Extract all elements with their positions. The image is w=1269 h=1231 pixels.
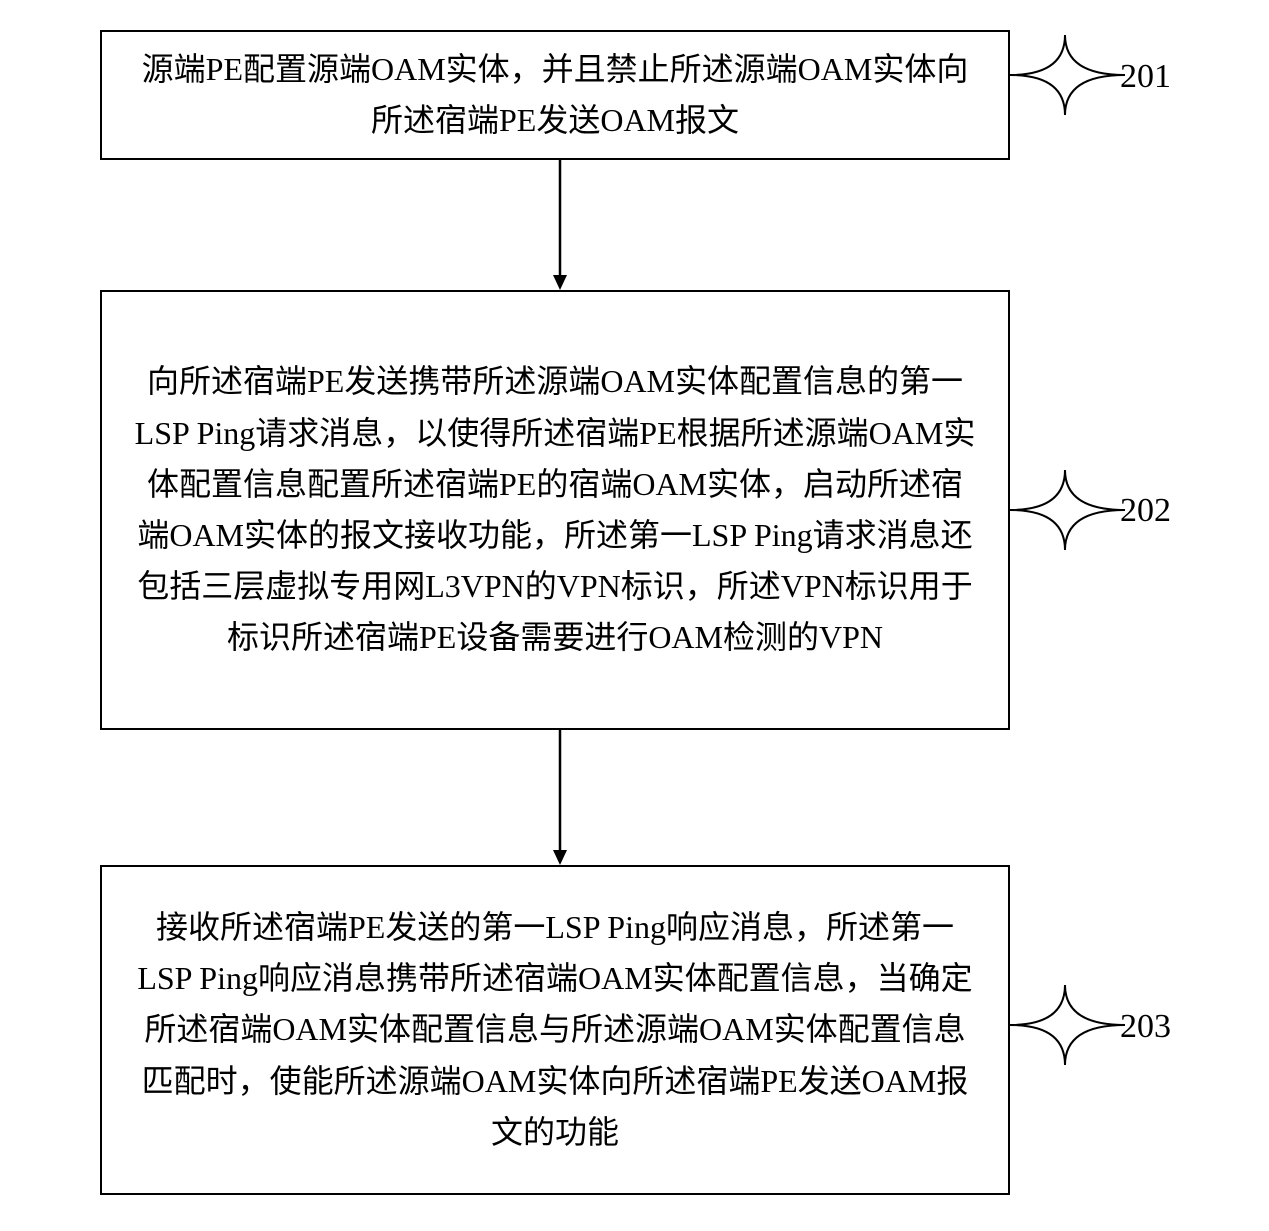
arrow-202-to-203 [550,730,570,865]
node-text: 向所述宿端PE发送携带所述源端OAM实体配置信息的第一LSP Ping请求消息，… [132,356,978,663]
label-connector-202 [1010,465,1125,555]
label-connector-203 [1010,980,1125,1070]
flowchart-node-203: 接收所述宿端PE发送的第一LSP Ping响应消息，所述第一LSP Ping响应… [100,865,1010,1195]
label-connector-201 [1010,30,1125,120]
node-text: 源端PE配置源端OAM实体，并且禁止所述源端OAM实体向所述宿端PE发送OAM报… [132,44,978,146]
node-label-202: 202 [1120,492,1171,530]
flowchart-node-201: 源端PE配置源端OAM实体，并且禁止所述源端OAM实体向所述宿端PE发送OAM报… [100,30,1010,160]
node-text: 接收所述宿端PE发送的第一LSP Ping响应消息，所述第一LSP Ping响应… [132,902,978,1158]
arrow-201-to-202 [550,160,570,290]
node-label-201: 201 [1120,58,1171,96]
node-label-203: 203 [1120,1008,1171,1046]
flowchart-node-202: 向所述宿端PE发送携带所述源端OAM实体配置信息的第一LSP Ping请求消息，… [100,290,1010,730]
flowchart-container: 源端PE配置源端OAM实体，并且禁止所述源端OAM实体向所述宿端PE发送OAM报… [0,0,1269,1231]
